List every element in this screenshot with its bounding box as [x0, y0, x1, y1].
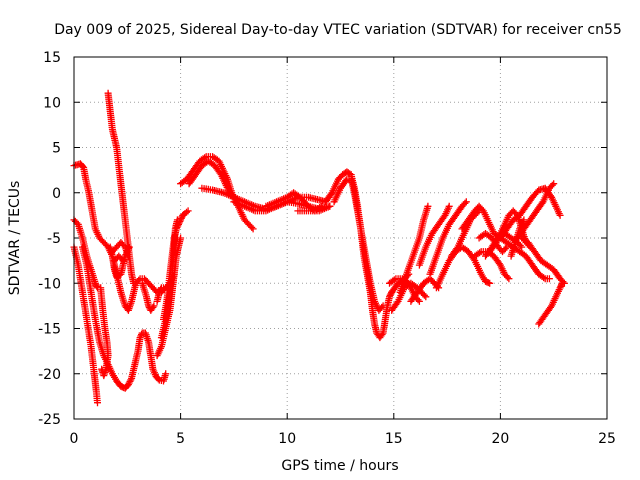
marker-plus-trail [172, 207, 192, 233]
marker-plus-trail [160, 225, 180, 323]
series-track-21 [294, 202, 334, 215]
marker-plus-trail [518, 234, 568, 287]
series-track-05 [97, 284, 112, 380]
series-track-40 [518, 234, 568, 287]
plot-frame [73, 56, 608, 420]
x-tick-label: 20 [491, 431, 509, 447]
marker-plus-trail [496, 184, 564, 242]
marker-plus-trail [507, 216, 528, 260]
marker-plus-trail [426, 198, 470, 278]
chart-title: Day 009 of 2025, Sidereal Day-to-day VTE… [54, 22, 622, 38]
y-tick-label: -20 [38, 367, 61, 383]
series-track-42 [388, 270, 413, 296]
series-track-27 [407, 275, 443, 305]
series-track-15 [172, 207, 192, 233]
marker-plus-trail [388, 270, 413, 296]
series-track-29 [426, 198, 470, 278]
marker-plus-trail [407, 275, 443, 305]
x-axis-label: GPS time / hours [281, 458, 398, 474]
x-tick-label: 5 [176, 431, 185, 447]
series-track-14 [160, 225, 180, 323]
series-track-04 [79, 243, 170, 392]
x-tick-label: 25 [598, 431, 616, 447]
y-tick-labels: -25 -20 -15 -10 -5 0 5 10 15 [38, 50, 61, 428]
y-tick-label: -5 [47, 231, 61, 247]
marker-plus-trail [458, 202, 553, 283]
marker-plus-trail [153, 284, 170, 305]
x-tick-label: 15 [385, 431, 403, 447]
series-track-23 [330, 175, 387, 314]
x-tick-label: 10 [278, 431, 296, 447]
series-track-32 [432, 243, 494, 292]
data-markers [70, 89, 568, 407]
marker-plus-trail [97, 284, 112, 380]
marker-plus-trail [111, 252, 127, 265]
y-tick-label: -15 [38, 322, 61, 338]
series-track-09 [111, 252, 127, 265]
series-track-41 [535, 279, 566, 328]
series-track-11 [153, 284, 170, 305]
y-tick-label: 10 [43, 95, 61, 111]
y-tick-label: 15 [43, 50, 61, 66]
marker-plus-trail [185, 157, 234, 197]
marker-plus-trail [330, 175, 387, 314]
y-axis-label: SDTVAR / TECUs [7, 181, 23, 296]
marker-plus-trail [294, 202, 334, 215]
marker-plus-trail [108, 239, 132, 260]
x-tick-labels: 0 5 10 15 20 25 [70, 431, 616, 447]
y-tick-label: -25 [38, 412, 61, 428]
y-tick-label: 0 [52, 186, 61, 202]
marker-plus-trail [535, 279, 566, 328]
series-track-10 [138, 279, 158, 314]
series-track-28 [415, 202, 453, 269]
marker-plus-trail [138, 279, 158, 314]
y-tick-label: -10 [38, 276, 61, 292]
marker-plus-trail [415, 202, 453, 269]
x-tick-label: 0 [70, 431, 79, 447]
series-track-06 [104, 89, 138, 287]
y-tick-label: 5 [52, 141, 61, 157]
marker-plus-trail [432, 243, 494, 292]
series-track-17 [185, 157, 234, 197]
marker-plus-trail [104, 89, 138, 287]
marker-plus-trail [79, 243, 170, 392]
series-track-37 [496, 184, 564, 242]
series-track-31 [458, 202, 553, 283]
series-track-08 [108, 239, 132, 260]
series-track-39 [507, 216, 528, 260]
